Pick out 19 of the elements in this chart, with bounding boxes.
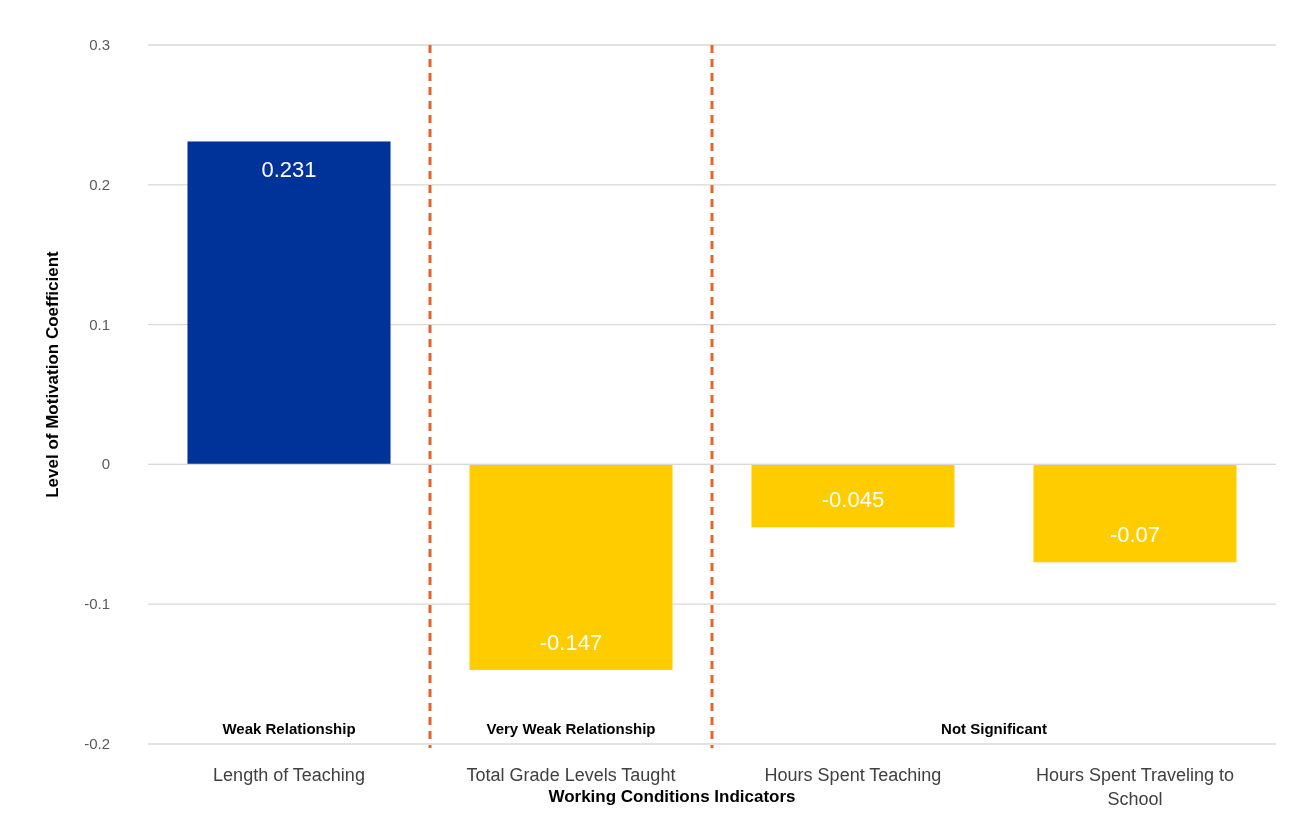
data-label: 0.231 [261,157,317,183]
data-label: -0.147 [539,629,603,655]
x-tick-label: Length of Teaching [213,765,365,785]
x-axis-title: Working Conditions Indicators [548,787,796,806]
x-tick-label: Hours Spent Traveling to School [1035,765,1235,809]
data-label: -0.07 [1109,522,1161,548]
annotation: Very Weak Relationship [486,720,656,737]
annotation: Not Significant [941,720,1047,737]
y-tick-label: -0.1 [84,595,110,613]
y-tick-label: 0.3 [89,36,110,53]
y-tick-label: 0 [101,455,110,473]
y-tick-label: 0.1 [89,315,110,333]
y-tick-label: -0.2 [84,735,110,752]
x-tick-label: Total Grade Levels Taught [466,765,676,785]
annotation: Weak Relationship [222,720,356,737]
data-label: -0.045 [821,487,885,513]
x-tick-label: Hours Spent Teaching [764,765,942,785]
y-axis-title: Level of Motivation Coefficient [43,250,62,498]
y-tick-label: 0.2 [89,175,110,193]
